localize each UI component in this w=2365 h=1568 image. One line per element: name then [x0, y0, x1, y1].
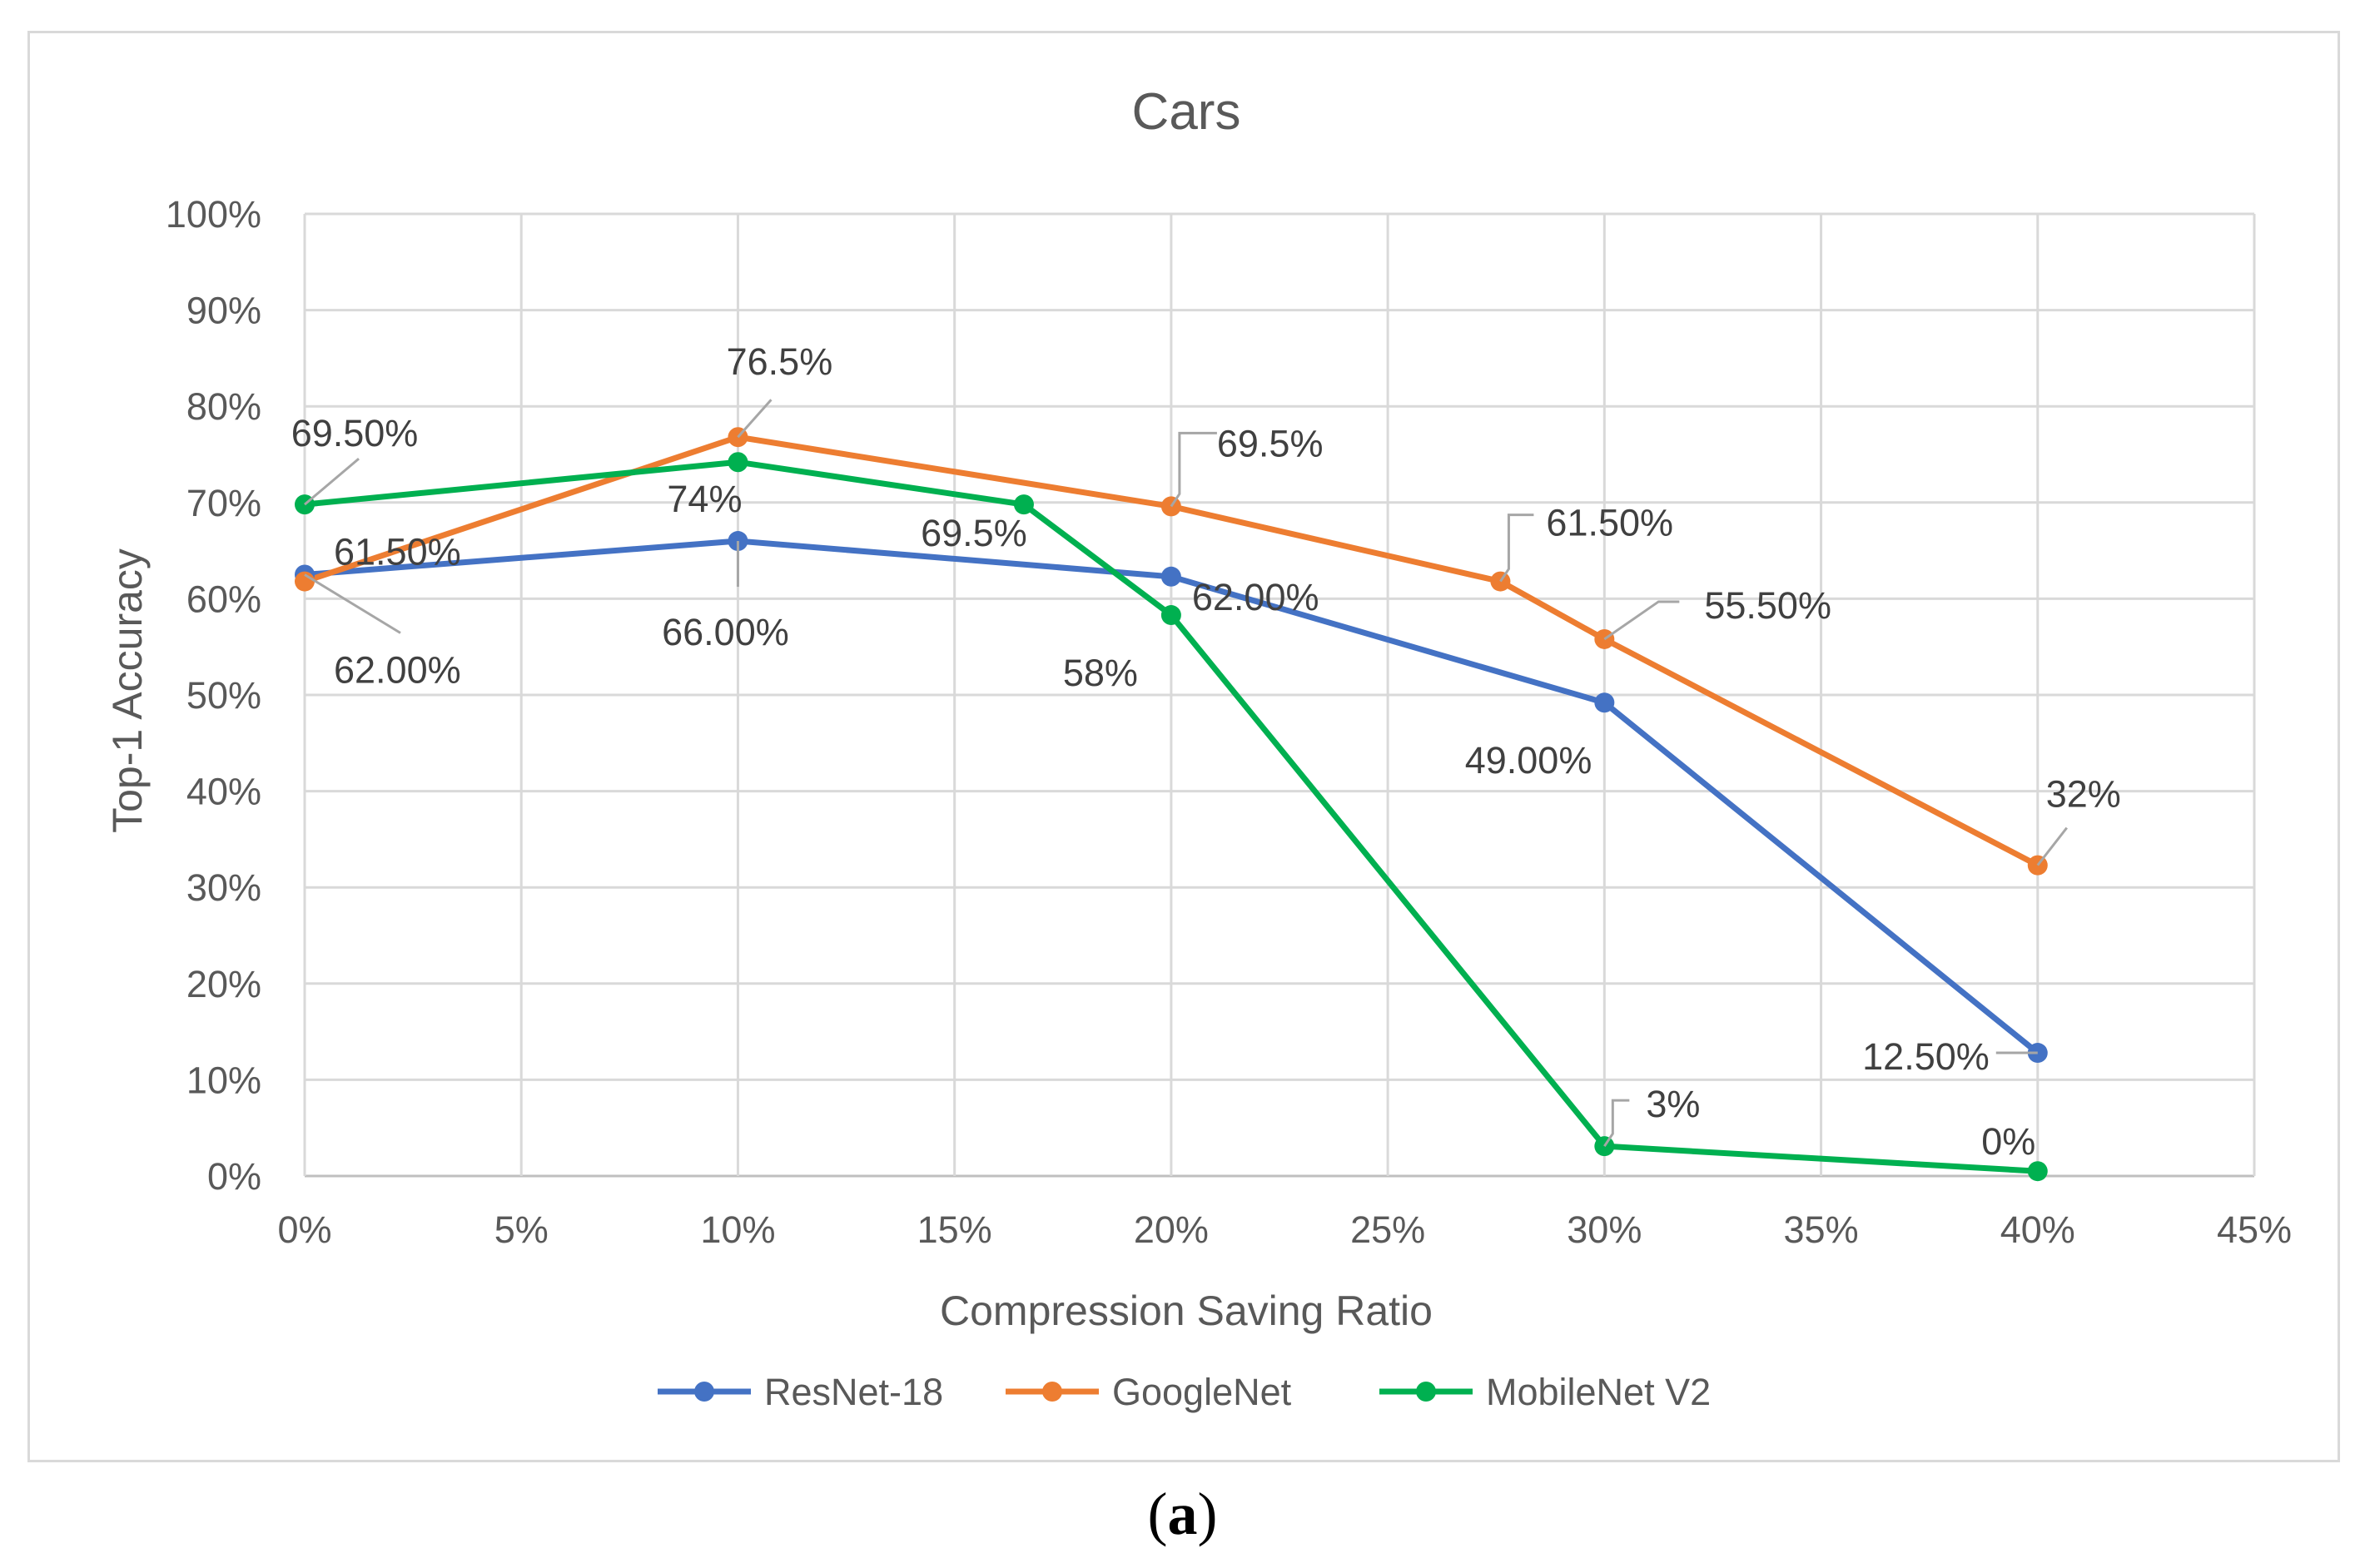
chart-frame [27, 31, 2340, 1462]
legend: ResNet-18 GoogleNet MobileNet V2 [658, 1371, 1711, 1413]
data-label: 61.50% [334, 531, 461, 573]
x-tick-label: 5% [494, 1208, 549, 1251]
legend-swatch-marker [1042, 1382, 1062, 1402]
series-lines [295, 427, 2048, 1182]
data-label: 0% [1981, 1120, 2035, 1163]
data-point [1013, 494, 1034, 515]
x-tick-label: 0% [277, 1208, 331, 1251]
data-point [1160, 605, 1181, 626]
data-label: 76.5% [727, 340, 833, 383]
label-leader-line [1499, 514, 1534, 583]
label-leader-line [1603, 1099, 1630, 1147]
label-leader-line [304, 573, 401, 634]
x-tick-label: 40% [2000, 1208, 2075, 1251]
x-axis-title: Compression Saving Ratio [940, 1288, 1433, 1334]
caption-letter: a [1167, 1481, 1198, 1547]
y-tick-label: 40% [186, 771, 261, 813]
legend-label: GoogleNet [1112, 1371, 1292, 1413]
chart-title: Cars [1132, 83, 1241, 141]
label-leader-line [737, 399, 773, 439]
legend-swatch-marker [694, 1382, 714, 1402]
x-tick-label: 20% [1134, 1208, 1209, 1251]
label-leader-line [1603, 600, 1680, 641]
data-label: 69.50% [291, 412, 419, 454]
data-label: 61.50% [1546, 502, 1673, 544]
legend-swatch-marker [1416, 1382, 1436, 1402]
figure-caption: (a) [1147, 1481, 1218, 1547]
series-line [304, 459, 2038, 1174]
data-label: 62.00% [334, 649, 461, 692]
data-label: 3% [1646, 1083, 1700, 1125]
x-tick-label: 35% [1784, 1208, 1859, 1251]
data-label: 69.5% [1217, 422, 1324, 464]
data-label: 32% [2046, 773, 2121, 816]
data-label: 55.50% [1704, 584, 1831, 627]
x-tick-label: 45% [2217, 1208, 2292, 1251]
legend-label: MobileNet V2 [1486, 1371, 1711, 1413]
data-point [1160, 566, 1181, 587]
y-tick-label: 90% [186, 290, 261, 332]
data-point [1594, 692, 1615, 713]
y-tick-label: 60% [186, 578, 261, 620]
y-tick-label: 70% [186, 482, 261, 524]
label-leader-line [304, 457, 360, 506]
y-tick-label: 10% [186, 1059, 261, 1101]
y-tick-label: 0% [207, 1155, 261, 1198]
y-tick-label: 20% [186, 963, 261, 1005]
data-labels: 62.00% 66.00% 62.00% 49.00% 12.50% 61.50% 76.5… [291, 340, 2121, 1163]
data-label: 58% [1063, 652, 1138, 694]
label-leader-line [2036, 826, 2068, 866]
data-point [295, 571, 315, 592]
gridlines [303, 212, 2256, 1178]
label-leader-line [1170, 431, 1217, 508]
y-tick-label: 30% [186, 866, 261, 909]
data-label: 66.00% [662, 611, 789, 653]
legend-label: ResNet-18 [764, 1371, 943, 1413]
axis-ticks: 0% 10% 20% 30% 40% 50% 60% 70% 80% 90% 100% 0% 5% 10%… [166, 193, 2292, 1251]
data-point [728, 452, 748, 473]
x-tick-label: 25% [1350, 1208, 1425, 1251]
x-tick-label: 10% [700, 1208, 775, 1251]
data-point [2027, 1161, 2048, 1182]
y-axis-title: Top-1 Accuracy [104, 548, 151, 833]
x-tick-label: 30% [1567, 1208, 1642, 1251]
data-label: 12.50% [1862, 1035, 1990, 1078]
y-tick-label: 80% [186, 385, 261, 428]
data-label: 74% [667, 478, 742, 520]
series-line [303, 434, 2040, 868]
data-label: 62.00% [1192, 576, 1319, 618]
y-tick-label: 50% [186, 674, 261, 717]
data-label: 69.5% [921, 512, 1027, 554]
y-tick-label: 100% [166, 193, 261, 236]
x-tick-label: 15% [917, 1208, 992, 1251]
data-label: 49.00% [1465, 739, 1592, 782]
